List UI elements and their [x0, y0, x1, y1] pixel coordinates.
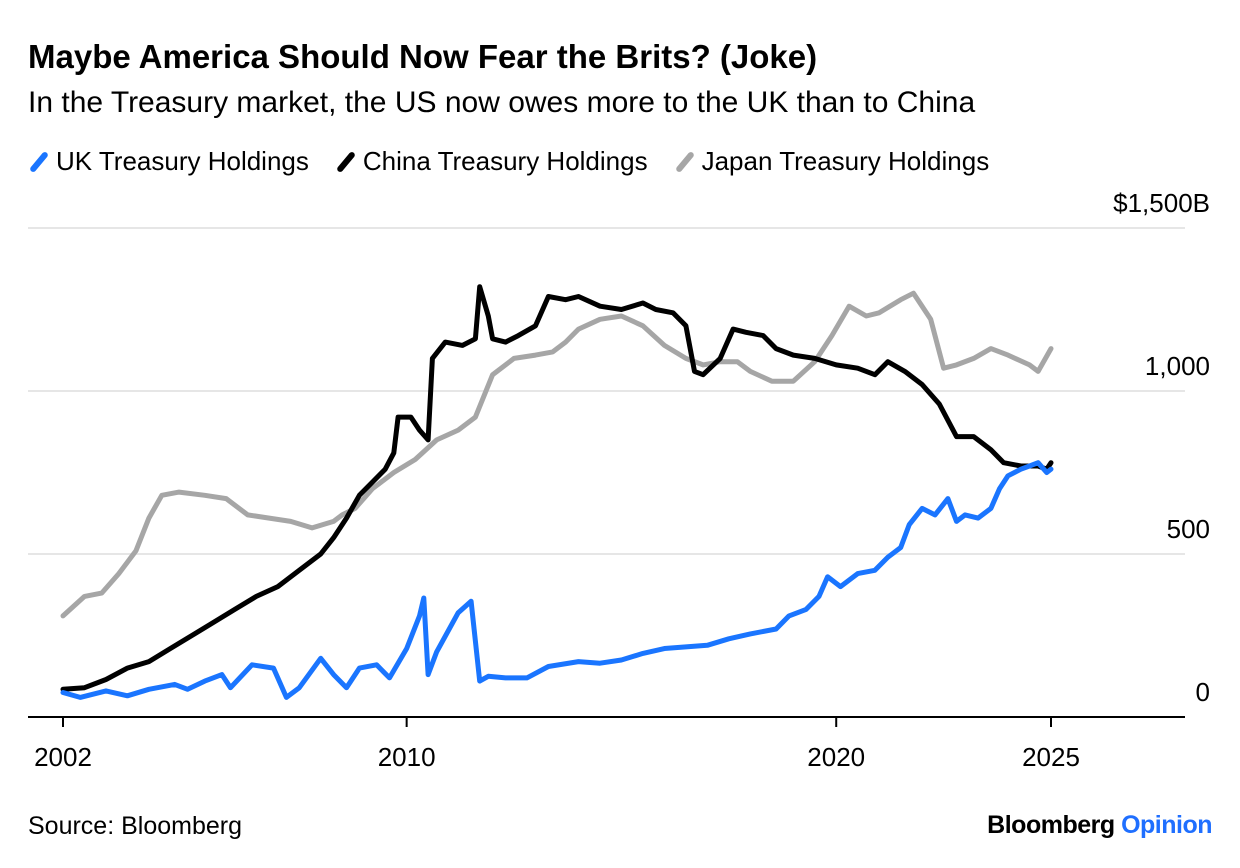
x-axis: 2002 2010 2020 2025: [28, 716, 1185, 772]
brand-name: Bloomberg: [987, 811, 1115, 839]
chart-subtitle: In the Treasury market, the US now owes …: [28, 86, 976, 119]
legend-item-uk: UK Treasury Holdings: [28, 146, 309, 177]
y-tick-label: 500: [1167, 514, 1210, 544]
y-axis-tick-labels: $1,500B 1,000 500 0: [1113, 188, 1210, 707]
legend-label-japan: Japan Treasury Holdings: [701, 146, 990, 176]
source-note: Source: Bloomberg: [28, 812, 243, 840]
legend: UK Treasury Holdings China Treasury Hold…: [28, 146, 1015, 177]
legend-item-china: China Treasury Holdings: [335, 146, 648, 177]
x-tick-label: 2025: [1022, 742, 1080, 772]
legend-label-china: China Treasury Holdings: [362, 146, 648, 176]
brand-suffix: Opinion: [1121, 811, 1212, 839]
x-tick-label: 2020: [807, 742, 865, 772]
series-lines: [60, 284, 1054, 700]
grid-lines: [28, 227, 1185, 555]
legend-item-japan: Japan Treasury Holdings: [674, 146, 990, 177]
series-line-china: [60, 284, 1054, 692]
legend-label-uk: UK Treasury Holdings: [56, 146, 309, 176]
brand-logo: Bloomberg Opinion: [987, 811, 1212, 840]
series-line-japan: [60, 290, 1054, 619]
y-tick-label: $1,500B: [1113, 188, 1210, 218]
y-tick-label: 1,000: [1145, 351, 1210, 381]
x-tick-label: 2010: [378, 742, 436, 772]
x-tick-label: 2002: [34, 742, 92, 772]
y-tick-label: 0: [1196, 677, 1210, 707]
chart-title: Maybe America Should Now Fear the Brits?…: [28, 38, 818, 75]
series-line-uk: [60, 460, 1054, 700]
